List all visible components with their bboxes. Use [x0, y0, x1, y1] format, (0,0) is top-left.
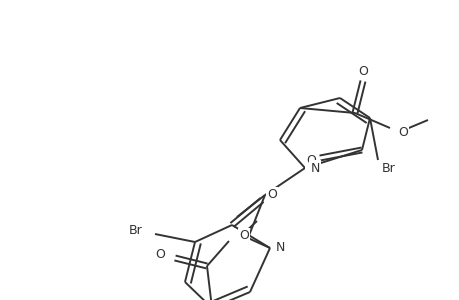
Text: N: N: [275, 242, 284, 254]
Text: O: O: [155, 248, 165, 260]
Text: N: N: [310, 161, 319, 175]
Text: O: O: [239, 230, 248, 242]
Text: Br: Br: [381, 161, 395, 175]
Text: O: O: [267, 188, 276, 202]
Text: O: O: [357, 64, 367, 77]
Text: O: O: [305, 154, 315, 167]
Text: O: O: [397, 125, 407, 139]
Text: Br: Br: [129, 224, 143, 238]
